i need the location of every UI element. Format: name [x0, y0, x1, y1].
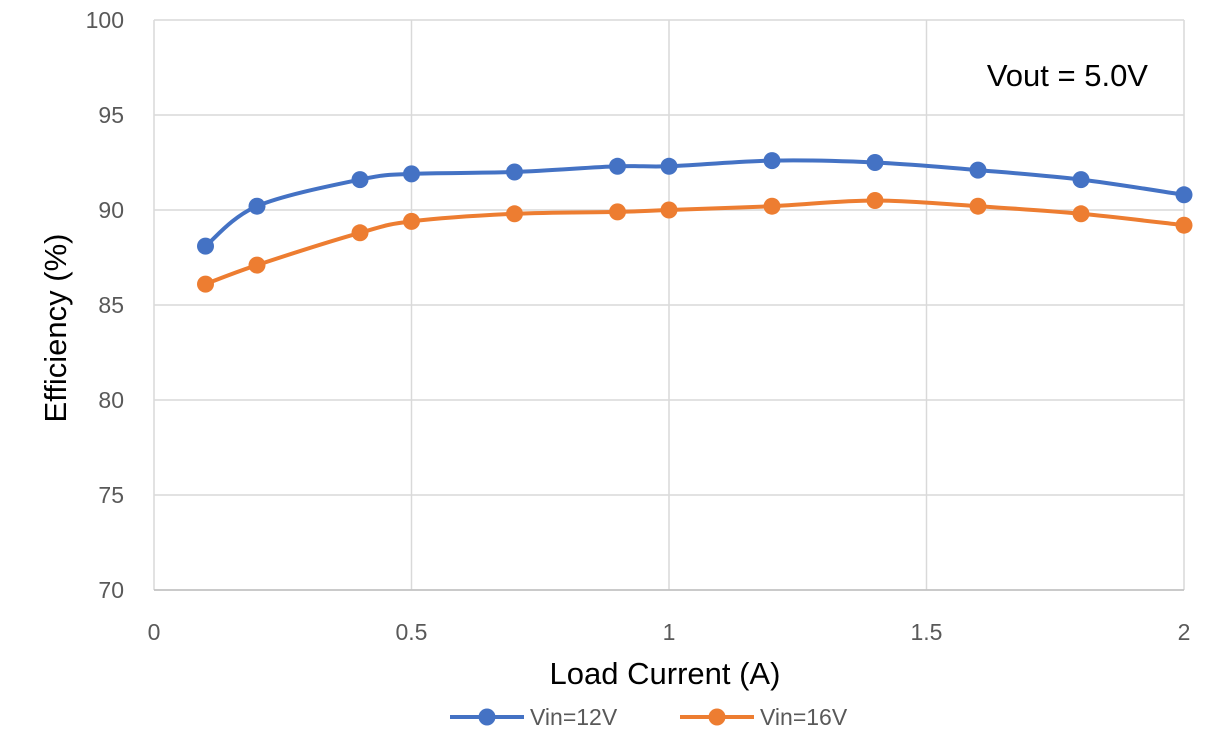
y-tick-label: 75	[98, 482, 124, 508]
gridlines	[153, 19, 1185, 591]
data-point	[197, 237, 214, 255]
x-tick-label: 2	[1178, 619, 1191, 645]
x-tick-label: 1.5	[911, 619, 943, 645]
data-point	[866, 154, 884, 171]
data-point	[1072, 171, 1090, 189]
data-point	[351, 224, 369, 242]
x-tick-label: 0	[148, 619, 161, 645]
tick-labels: 70 75 80 85 90 95 100 0 0.5 1 1.5 2	[86, 7, 1191, 645]
data-point	[506, 163, 523, 181]
data-point	[969, 161, 987, 179]
y-tick-label: 70	[98, 577, 124, 603]
data-point	[403, 165, 420, 183]
data-point	[969, 197, 987, 215]
series-line	[204, 198, 1185, 286]
y-tick-label: 100	[86, 7, 124, 33]
data-point	[197, 275, 214, 293]
y-tick-label: 85	[98, 292, 124, 318]
data-point	[609, 203, 626, 221]
data-point	[351, 171, 369, 189]
vout-annotation: Vout = 5.0V	[987, 58, 1148, 93]
legend-label: Vin=16V	[760, 704, 848, 730]
series-layer	[197, 152, 1193, 293]
x-tick-label: 1	[663, 619, 676, 645]
data-point	[609, 157, 626, 175]
y-tick-label: 90	[98, 197, 124, 223]
x-tick-label: 0.5	[396, 619, 428, 645]
y-axis-title: Efficiency (%)	[38, 234, 73, 423]
legend-marker	[478, 708, 496, 726]
series-1	[197, 192, 1193, 293]
data-point	[866, 192, 884, 209]
series-0	[197, 152, 1193, 255]
data-point	[660, 157, 678, 175]
data-point	[1175, 216, 1193, 234]
data-point	[660, 201, 678, 219]
data-point	[763, 152, 781, 170]
data-point	[763, 197, 781, 215]
data-point	[403, 212, 420, 230]
data-point	[1072, 205, 1090, 223]
legend-marker	[708, 708, 726, 726]
data-point	[248, 197, 266, 215]
data-point	[1175, 186, 1193, 204]
legend: Vin=12V Vin=16V	[450, 704, 848, 730]
y-tick-label: 80	[98, 387, 124, 413]
legend-label: Vin=12V	[530, 704, 618, 730]
data-point	[506, 205, 523, 223]
x-axis-title: Load Current (A)	[550, 656, 781, 691]
data-point	[248, 256, 266, 274]
y-tick-label: 95	[98, 102, 124, 128]
